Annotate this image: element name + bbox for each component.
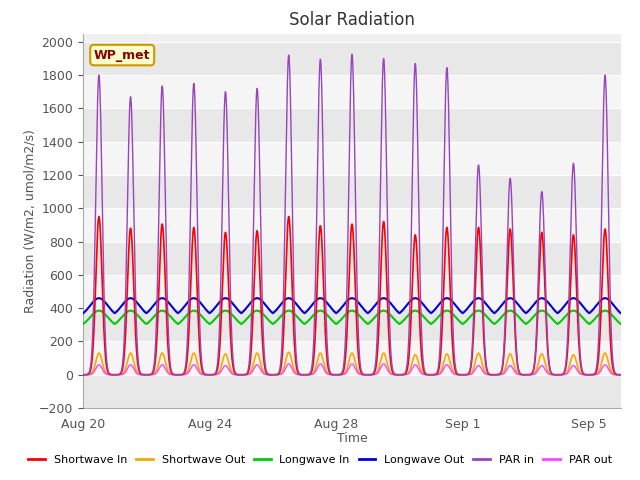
Bar xyxy=(83,175,621,208)
Legend: Shortwave In, Shortwave Out, Longwave In, Longwave Out, PAR in, PAR out: Shortwave In, Shortwave Out, Longwave In… xyxy=(24,451,616,469)
Title: Solar Radiation: Solar Radiation xyxy=(289,11,415,29)
X-axis label: Time: Time xyxy=(337,432,367,445)
Bar xyxy=(83,208,621,241)
Bar xyxy=(83,375,621,408)
Bar xyxy=(83,142,621,175)
Y-axis label: Radiation (W/m2, umol/m2/s): Radiation (W/m2, umol/m2/s) xyxy=(23,129,36,313)
Bar xyxy=(83,308,621,341)
Bar xyxy=(83,42,621,75)
Bar xyxy=(83,341,621,375)
Bar xyxy=(83,241,621,275)
Bar xyxy=(83,275,621,308)
Bar xyxy=(83,75,621,108)
Bar xyxy=(83,108,621,142)
Text: WP_met: WP_met xyxy=(94,48,150,61)
